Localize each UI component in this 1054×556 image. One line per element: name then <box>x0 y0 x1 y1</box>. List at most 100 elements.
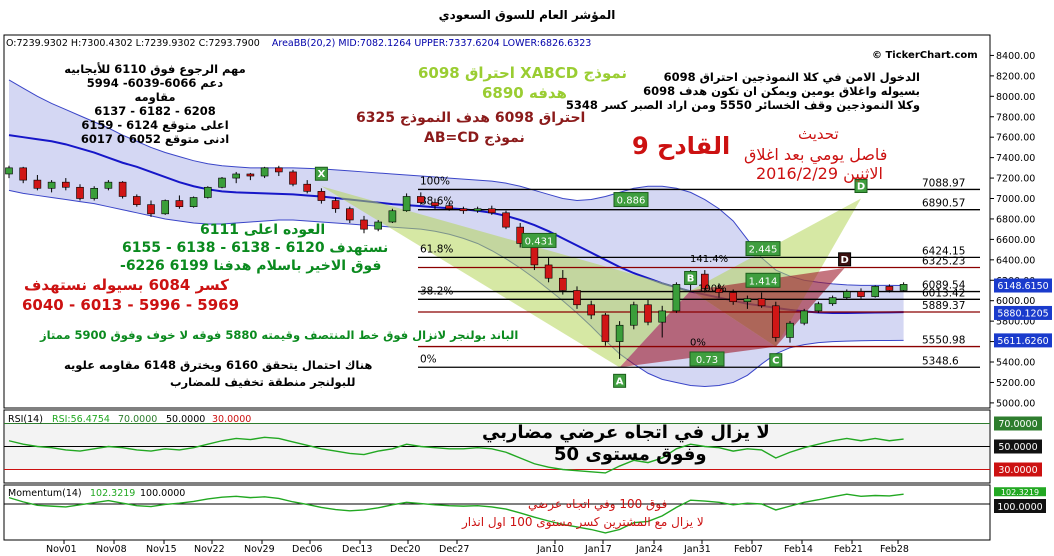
candle-body <box>700 273 709 289</box>
pattern-point-box <box>684 270 698 285</box>
x-tick-label: Feb21 <box>834 544 863 555</box>
candle-body <box>842 291 851 298</box>
price-box-text: 5880.1205 <box>997 308 1048 319</box>
ratio-label: 0.886 <box>613 192 649 208</box>
note-line: الدخول الامن في كلا النموذجين احتراق 609… <box>663 70 920 84</box>
x-tick-label: Jan10 <box>536 544 564 555</box>
ratio-box <box>689 351 725 367</box>
rsi-note-1: لا يزال في اتجاه عرضي مضاربي <box>482 422 770 443</box>
fib-level-value: 6325.23 <box>922 255 965 267</box>
candle-body <box>345 208 354 221</box>
candle-body <box>189 197 198 207</box>
info-close: C:7293.7900 <box>198 38 260 49</box>
y-tick-label: 7200.00 <box>996 174 1035 185</box>
candle-body <box>587 304 596 316</box>
probability-note-2: للبولنجر منطقة تخفيف للمضارب <box>170 375 356 389</box>
ratio-label: 2.445 <box>745 241 781 257</box>
rsi-level-30: 30.0000 <box>212 414 251 425</box>
ratio-label: 0.431 <box>521 232 557 248</box>
fib-level-value: 5550.98 <box>922 335 965 347</box>
rsi-axis-box-text: 50.0000 <box>998 442 1037 453</box>
ratio-text: 0.886 <box>617 196 646 207</box>
x-tick-label: Jan24 <box>635 544 663 555</box>
ratio-box <box>745 241 781 257</box>
rsi-axis-box-bg <box>994 416 1042 431</box>
pattern-xabcd-label: نموذج XABCD احتراق 6098 <box>418 64 628 82</box>
candle-body <box>416 196 425 203</box>
momentum-axis-box-text: 102.3219 <box>1001 488 1039 497</box>
rsi-level-50: 50.0000 <box>166 414 205 425</box>
pattern-abcd-name: نموذج AB=CD <box>424 130 525 146</box>
candle-body <box>317 191 326 201</box>
fib-level-value: 7088.97 <box>922 177 965 189</box>
pattern-point-c: C <box>769 353 783 368</box>
price-box: 5611.6260 <box>994 333 1052 348</box>
y-tick-label: 7000.00 <box>996 194 1035 205</box>
candle-body <box>374 221 383 230</box>
candle-body <box>502 212 510 228</box>
rsi-axis-box-text: 30.0000 <box>998 465 1037 476</box>
candle-body <box>800 310 809 324</box>
momentum-label: Momentum(14) <box>8 488 82 499</box>
candle-body <box>218 177 226 188</box>
x-tick-label: Nov22 <box>194 544 225 555</box>
fib-level-label: 88.6% <box>420 196 453 208</box>
candle-body <box>828 297 837 305</box>
note-line: دعم 6066-6039- 5994 <box>86 76 224 90</box>
y-tick-label: 7400.00 <box>996 153 1035 164</box>
y-tick-label: 6400.00 <box>996 255 1035 266</box>
y-tick-label: 8400.00 <box>996 51 1035 62</box>
candle-body <box>431 202 439 206</box>
y-tick-label: 8200.00 <box>996 71 1035 82</box>
candle-body <box>544 264 553 279</box>
fib-level-label: 38.2% <box>420 285 453 297</box>
candle-body <box>715 288 723 293</box>
price-box-bg <box>994 305 1052 320</box>
x-tick-label: Feb28 <box>880 544 909 555</box>
candle-body <box>33 179 42 189</box>
ohlc-info: O:7239.9302 H:7300.4302 L:7239.9302 C:72… <box>6 38 591 49</box>
momentum-note-1: فوق 100 وفي اتجاه عرضي <box>528 497 668 511</box>
pattern-point-box <box>613 373 627 388</box>
fib-level-value: 6424.15 <box>922 245 965 257</box>
pct-label: 0% <box>690 338 706 349</box>
note-line: مهم الرجوع فوق 6110 للأيجابيه <box>64 62 246 76</box>
pattern-point-x: X <box>314 166 328 181</box>
ratio-label: 1.414 <box>745 272 781 288</box>
candle-body <box>175 200 184 207</box>
candle-body <box>204 186 212 198</box>
pattern-point-label: A <box>616 376 624 387</box>
break-note-2: 5969 - 5996 - 6013 - 6040 <box>22 296 240 314</box>
candle-body <box>133 196 141 205</box>
ratio-text: 1.414 <box>749 276 778 287</box>
info-low: L:7239.9302 <box>135 38 196 49</box>
fib-level-label: 61.8% <box>420 243 453 255</box>
fib-level-label: 100% <box>420 175 450 187</box>
return-above-note: العوده اعلى 6111 <box>200 222 326 238</box>
y-tick-label: 7600.00 <box>996 133 1035 144</box>
rsi-axis-box-bg <box>994 462 1042 477</box>
candle-body <box>289 171 297 185</box>
update-title: تحديث <box>798 125 839 143</box>
candle-body <box>885 286 894 291</box>
momentum-axis-box-text: 100.0000 <box>997 502 1042 513</box>
price-box-bg <box>994 278 1052 293</box>
candle-body <box>473 208 482 212</box>
candle-body <box>76 186 84 199</box>
rsi-level-70: 70.0000 <box>118 414 157 425</box>
candle-body <box>573 290 581 306</box>
copyright: © TickerChart.com <box>872 50 978 61</box>
momentum-value: 102.3219 <box>90 488 135 499</box>
note-line: اعلى متوقع 6124 - 6159 <box>81 118 229 132</box>
page-title: المؤشر العام للسوق السعودي <box>438 8 616 22</box>
pattern-point-b: B <box>684 270 698 285</box>
pct-label: 141.4% <box>690 254 728 265</box>
candle-body <box>19 167 28 181</box>
entry-note: الدخول الامن في كلا النموذجين احتراق 609… <box>566 70 920 112</box>
candle-body <box>857 291 865 297</box>
fib-level-value: 6890.57 <box>922 198 965 210</box>
info-high: H:7300.4302 <box>70 38 133 49</box>
candle-body <box>729 292 738 303</box>
ratio-text: 2.445 <box>749 245 778 256</box>
